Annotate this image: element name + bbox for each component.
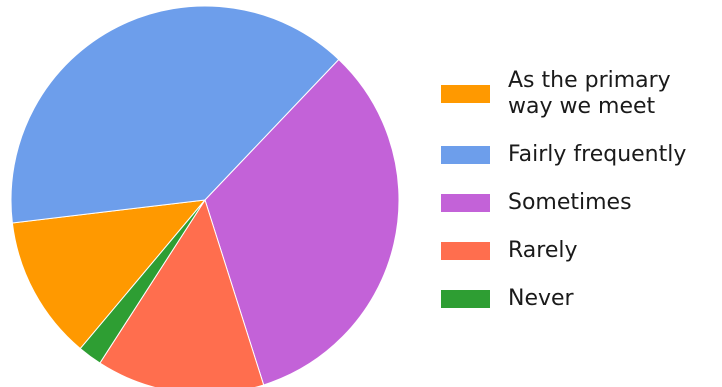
legend-item-5: Never — [441, 286, 717, 312]
legend-item-2: Fairly frequently — [441, 142, 717, 168]
legend-swatch-4 — [441, 242, 490, 260]
legend-swatch-3 — [441, 194, 490, 212]
pie-slice-3 — [204, 58, 400, 386]
legend-item-1: As the primary way we meet — [441, 68, 717, 120]
legend-item-4: Rarely — [441, 238, 717, 264]
pie-slice-1 — [11, 199, 207, 350]
legend-label-1: As the primary way we meet — [508, 68, 671, 119]
legend-swatch-1 — [441, 85, 490, 103]
pie-slices — [10, 5, 400, 387]
legend-label-4: Rarely — [508, 238, 578, 263]
chart-legend: As the primary way we meet Fairly frequent… — [441, 68, 717, 334]
pie-slice-2 — [10, 5, 340, 224]
legend-label-2: Fairly frequently — [508, 142, 687, 167]
legend-item-3: Sometimes — [441, 190, 717, 216]
legend-swatch-5 — [441, 290, 490, 308]
pie-slice-4 — [99, 198, 265, 387]
legend-swatch-2 — [441, 146, 490, 164]
pie-slice-5 — [79, 199, 206, 364]
legend-label-5: Never — [508, 286, 574, 311]
legend-label-3: Sometimes — [508, 190, 632, 215]
